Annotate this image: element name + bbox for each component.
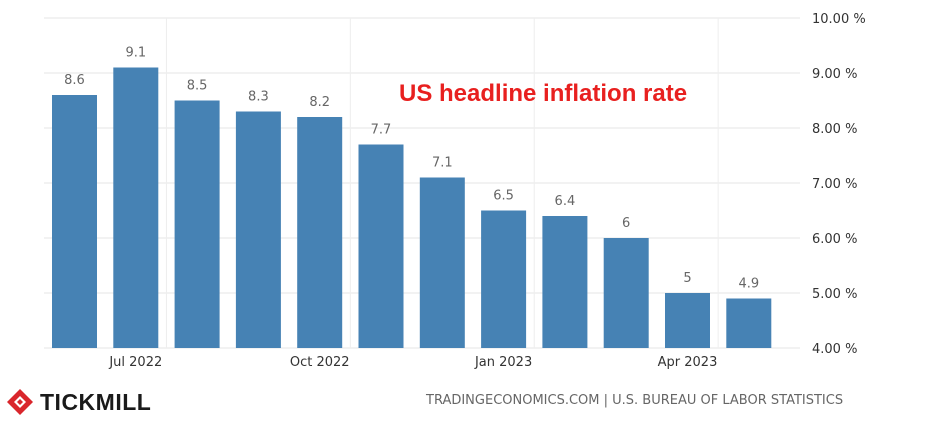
data-label: 8.2 — [309, 95, 330, 110]
y-tick-label: 6.00 % — [812, 232, 857, 247]
y-tick-label: 5.00 % — [812, 287, 857, 302]
data-label: 9.1 — [125, 46, 146, 61]
data-label: 8.3 — [248, 90, 269, 105]
data-label: 4.9 — [738, 277, 759, 292]
tickmill-logo: TICKMILL — [6, 388, 151, 416]
chart-title: US headline inflation rate — [399, 80, 688, 107]
data-label: 5 — [683, 271, 691, 286]
bar — [665, 293, 710, 348]
bar — [603, 238, 649, 348]
y-tick-label: 8.00 % — [812, 122, 857, 137]
x-tick-label: Apr 2023 — [658, 355, 718, 370]
bars — [52, 67, 772, 348]
x-tick-label: Oct 2022 — [290, 355, 350, 370]
bar — [419, 177, 465, 348]
source-attribution: TRADINGECONOMICS.COM | U.S. BUREAU OF LA… — [426, 393, 844, 408]
bar — [726, 298, 772, 348]
x-axis-ticks: Jul 2022 Oct 2022 Jan 2023 Apr 2023 — [108, 355, 717, 370]
bar — [297, 117, 343, 348]
value-labels: 8.6 9.1 8.5 8.3 8.2 7.7 7.1 6.5 6.4 6 5 4.9 — [64, 46, 759, 292]
y-tick-label: 7.00 % — [812, 177, 857, 192]
x-tick-label: Jan 2023 — [474, 355, 532, 370]
tickmill-logo-icon — [7, 389, 33, 415]
y-tick-label: 10.00 % — [812, 12, 866, 27]
bar — [358, 144, 404, 348]
bar — [113, 67, 159, 348]
bar — [235, 111, 281, 348]
grid-lines — [44, 17, 800, 349]
data-label: 6 — [622, 216, 630, 231]
data-label: 6.5 — [493, 189, 514, 204]
bar — [52, 95, 97, 348]
data-label: 6.4 — [555, 194, 576, 209]
data-label: 7.7 — [371, 123, 392, 138]
data-label: 8.5 — [187, 79, 208, 94]
data-label: 8.6 — [64, 73, 85, 88]
y-axis-ticks: 4.00 % 5.00 % 6.00 % 7.00 % 8.00 % 9.00 % 10.0… — [812, 12, 866, 357]
y-tick-label: 4.00 % — [812, 342, 857, 357]
bar — [174, 100, 220, 348]
y-tick-label: 9.00 % — [812, 67, 857, 82]
x-tick-label: Jul 2022 — [108, 355, 162, 370]
bar — [542, 216, 588, 348]
tickmill-logo-text: TICKMILL — [40, 388, 152, 415]
data-label: 7.1 — [432, 156, 453, 171]
bar — [481, 210, 527, 348]
